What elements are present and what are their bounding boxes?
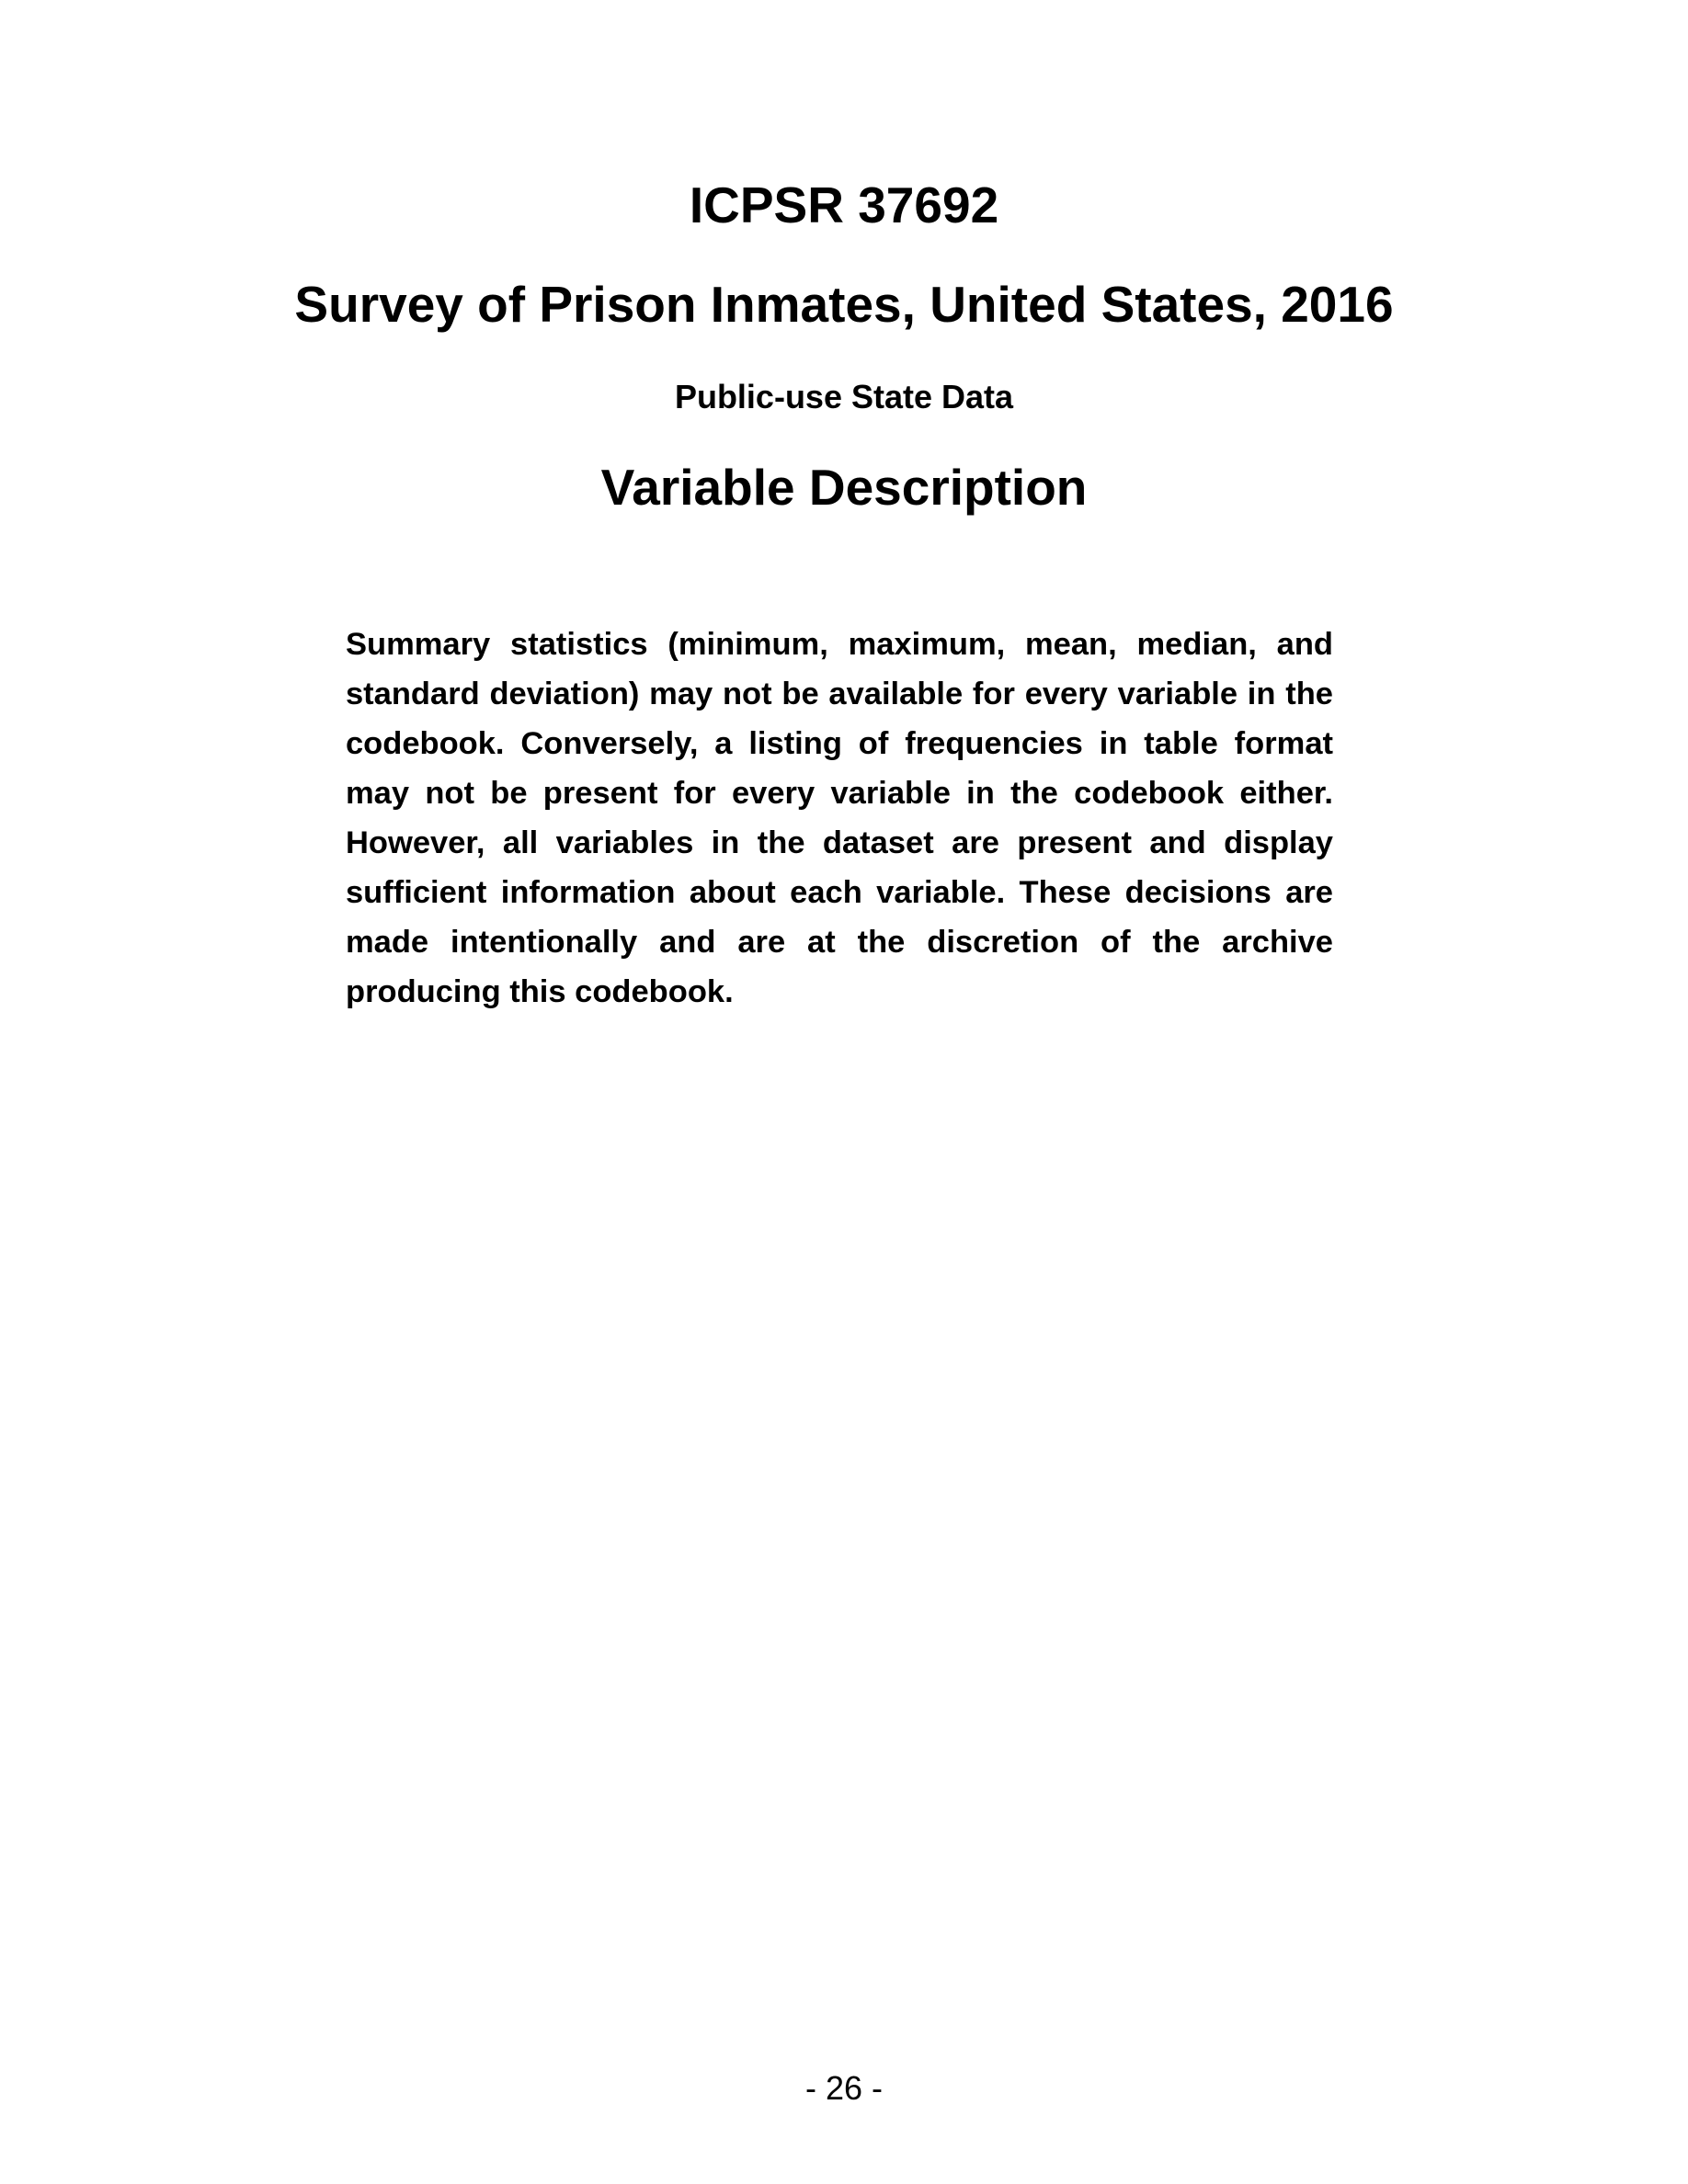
- study-title: Survey of Prison Inmates, United States,…: [294, 276, 1394, 333]
- summary-statistics-notice: Summary statistics (minimum, maximum, me…: [346, 627, 1333, 1009]
- study-id: ICPSR 37692: [689, 176, 999, 233]
- dataset-subtitle: Public-use State Data: [674, 378, 1014, 415]
- page-number: - 26 -: [804, 2069, 884, 2107]
- section-heading: Variable Description: [600, 459, 1088, 516]
